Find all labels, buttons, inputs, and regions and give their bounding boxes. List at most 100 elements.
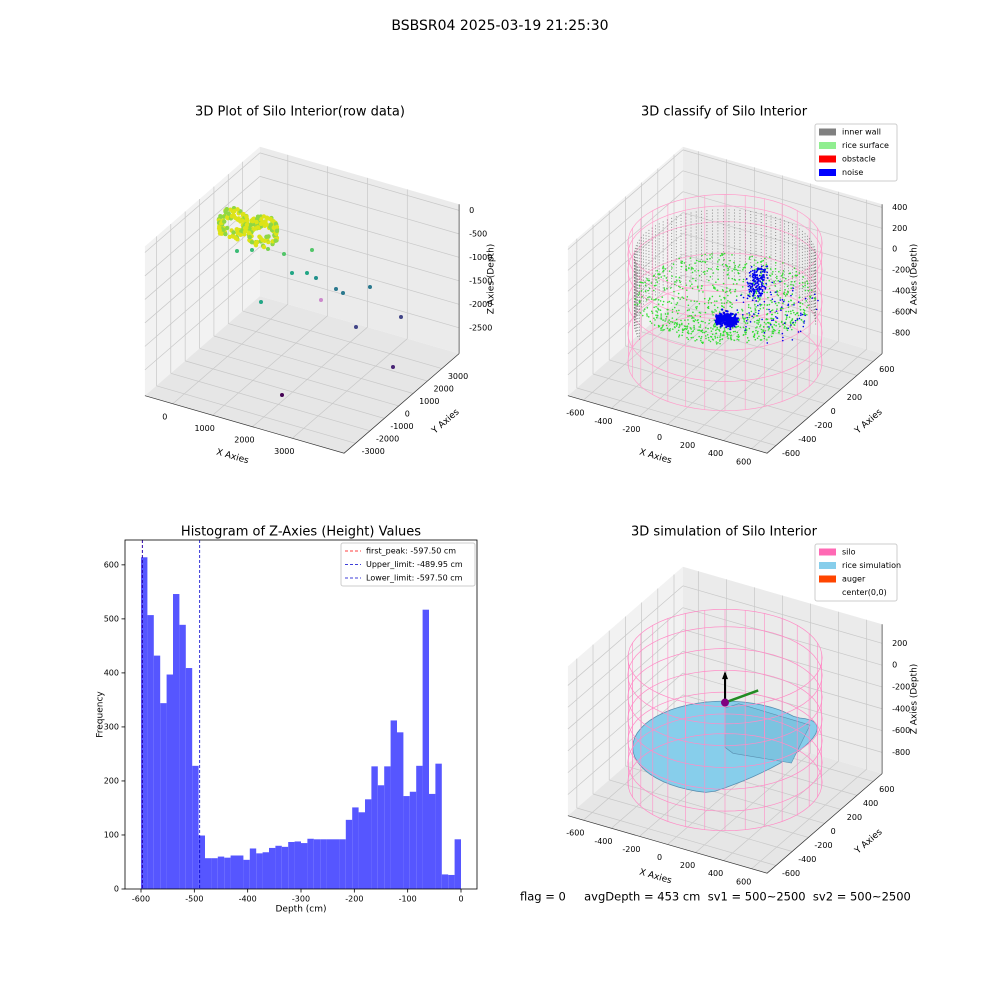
surface-point (704, 253, 706, 256)
x-tick-label: -200 (622, 845, 640, 854)
noise-point (734, 317, 737, 320)
legend-swatch (819, 575, 836, 583)
surface-point (649, 296, 651, 298)
surface-point (666, 279, 668, 282)
surface-point (713, 304, 716, 306)
surface-point (724, 330, 726, 333)
surface-point (673, 323, 676, 325)
surface-point (798, 282, 801, 284)
surface-point (712, 328, 714, 330)
surface-point (657, 273, 659, 275)
y-axis-label: Frequency (96, 691, 106, 738)
surface-point (647, 316, 650, 318)
surface-point (695, 306, 697, 308)
surface-point (778, 323, 780, 325)
surface-point (808, 295, 811, 298)
noise-point (772, 319, 775, 321)
noise-point (749, 287, 752, 290)
raw-point (310, 248, 314, 252)
surface-point (741, 315, 744, 317)
surface-point (686, 327, 689, 329)
surface-point (718, 340, 721, 342)
surface-point (727, 267, 729, 270)
grid-line (259, 222, 460, 282)
surface-point (667, 321, 669, 323)
noise-point (724, 323, 727, 326)
surface-point (676, 322, 678, 324)
bar (429, 793, 436, 889)
surface-point (771, 317, 773, 320)
surface-point (708, 339, 710, 341)
noise-point (783, 322, 786, 325)
surface-point (694, 319, 697, 321)
surface-point (687, 319, 689, 321)
bar (352, 807, 359, 889)
surface-point (716, 265, 719, 268)
surface-point (782, 302, 784, 305)
surface-point (659, 309, 662, 312)
surface-point (718, 311, 721, 313)
noise-point (745, 319, 748, 322)
surface-point (634, 298, 637, 301)
surface-point (743, 320, 745, 323)
surface-point (751, 255, 754, 258)
noise-point (733, 316, 735, 318)
surface-point (657, 308, 660, 311)
x-tick-label: 400 (708, 869, 723, 878)
pane (259, 146, 460, 354)
subplot: 3D simulation of Silo Interior -600 -400 -2… (566, 525, 919, 887)
raw-point (227, 234, 232, 240)
noise-point (742, 296, 745, 299)
surface-point (790, 280, 793, 283)
noise-point (761, 292, 764, 295)
noise-point (756, 288, 759, 290)
raw-point (231, 230, 236, 235)
surface-point (731, 254, 733, 256)
legend-label: inner wall (842, 128, 881, 137)
bar (307, 838, 314, 889)
noise-point (733, 314, 737, 317)
surface-point (756, 319, 758, 322)
legend-label: silo (842, 548, 856, 557)
axis-line (144, 353, 460, 454)
surface-point (716, 306, 719, 309)
legend-swatch (819, 155, 836, 163)
bar (262, 852, 269, 889)
surface-point (771, 330, 774, 333)
surface-point (664, 313, 667, 315)
surface-point (696, 259, 698, 262)
noise-point (759, 303, 761, 306)
grid-line (592, 793, 793, 852)
surface-point (699, 326, 702, 328)
footer-text: flag = 0 avgDepth = 453 cm sv1 = 500~250… (520, 890, 911, 904)
surface-point (767, 296, 769, 299)
grid-line (567, 191, 684, 292)
noise-point (798, 317, 801, 320)
surface-point (756, 337, 759, 340)
surface-point (755, 329, 757, 332)
surface-point (683, 328, 686, 330)
noise-point (754, 276, 756, 279)
bar (153, 655, 161, 889)
grid-line (641, 331, 841, 390)
surface-point (675, 276, 677, 278)
surface-point (765, 323, 767, 325)
x-tick-label: 600 (736, 877, 751, 886)
surface-point (671, 267, 673, 269)
surface-point (685, 284, 688, 286)
y-tick-label: 1000 (419, 397, 439, 406)
raw-point (280, 393, 284, 397)
surface-point (727, 327, 729, 330)
grid-line (185, 360, 385, 419)
surface-point (793, 280, 796, 283)
bar (377, 785, 385, 889)
grid-line (213, 335, 414, 394)
surface-point (722, 331, 725, 334)
surface-point (698, 311, 701, 314)
surface-point (646, 277, 648, 280)
y-tick-label: -200 (814, 421, 832, 430)
noise-point (752, 273, 755, 276)
surface-point (797, 314, 800, 317)
y-tick-label: 300 (104, 722, 119, 731)
subplot: Histogram of Z-Axies (Height) Values -600… (96, 525, 478, 915)
